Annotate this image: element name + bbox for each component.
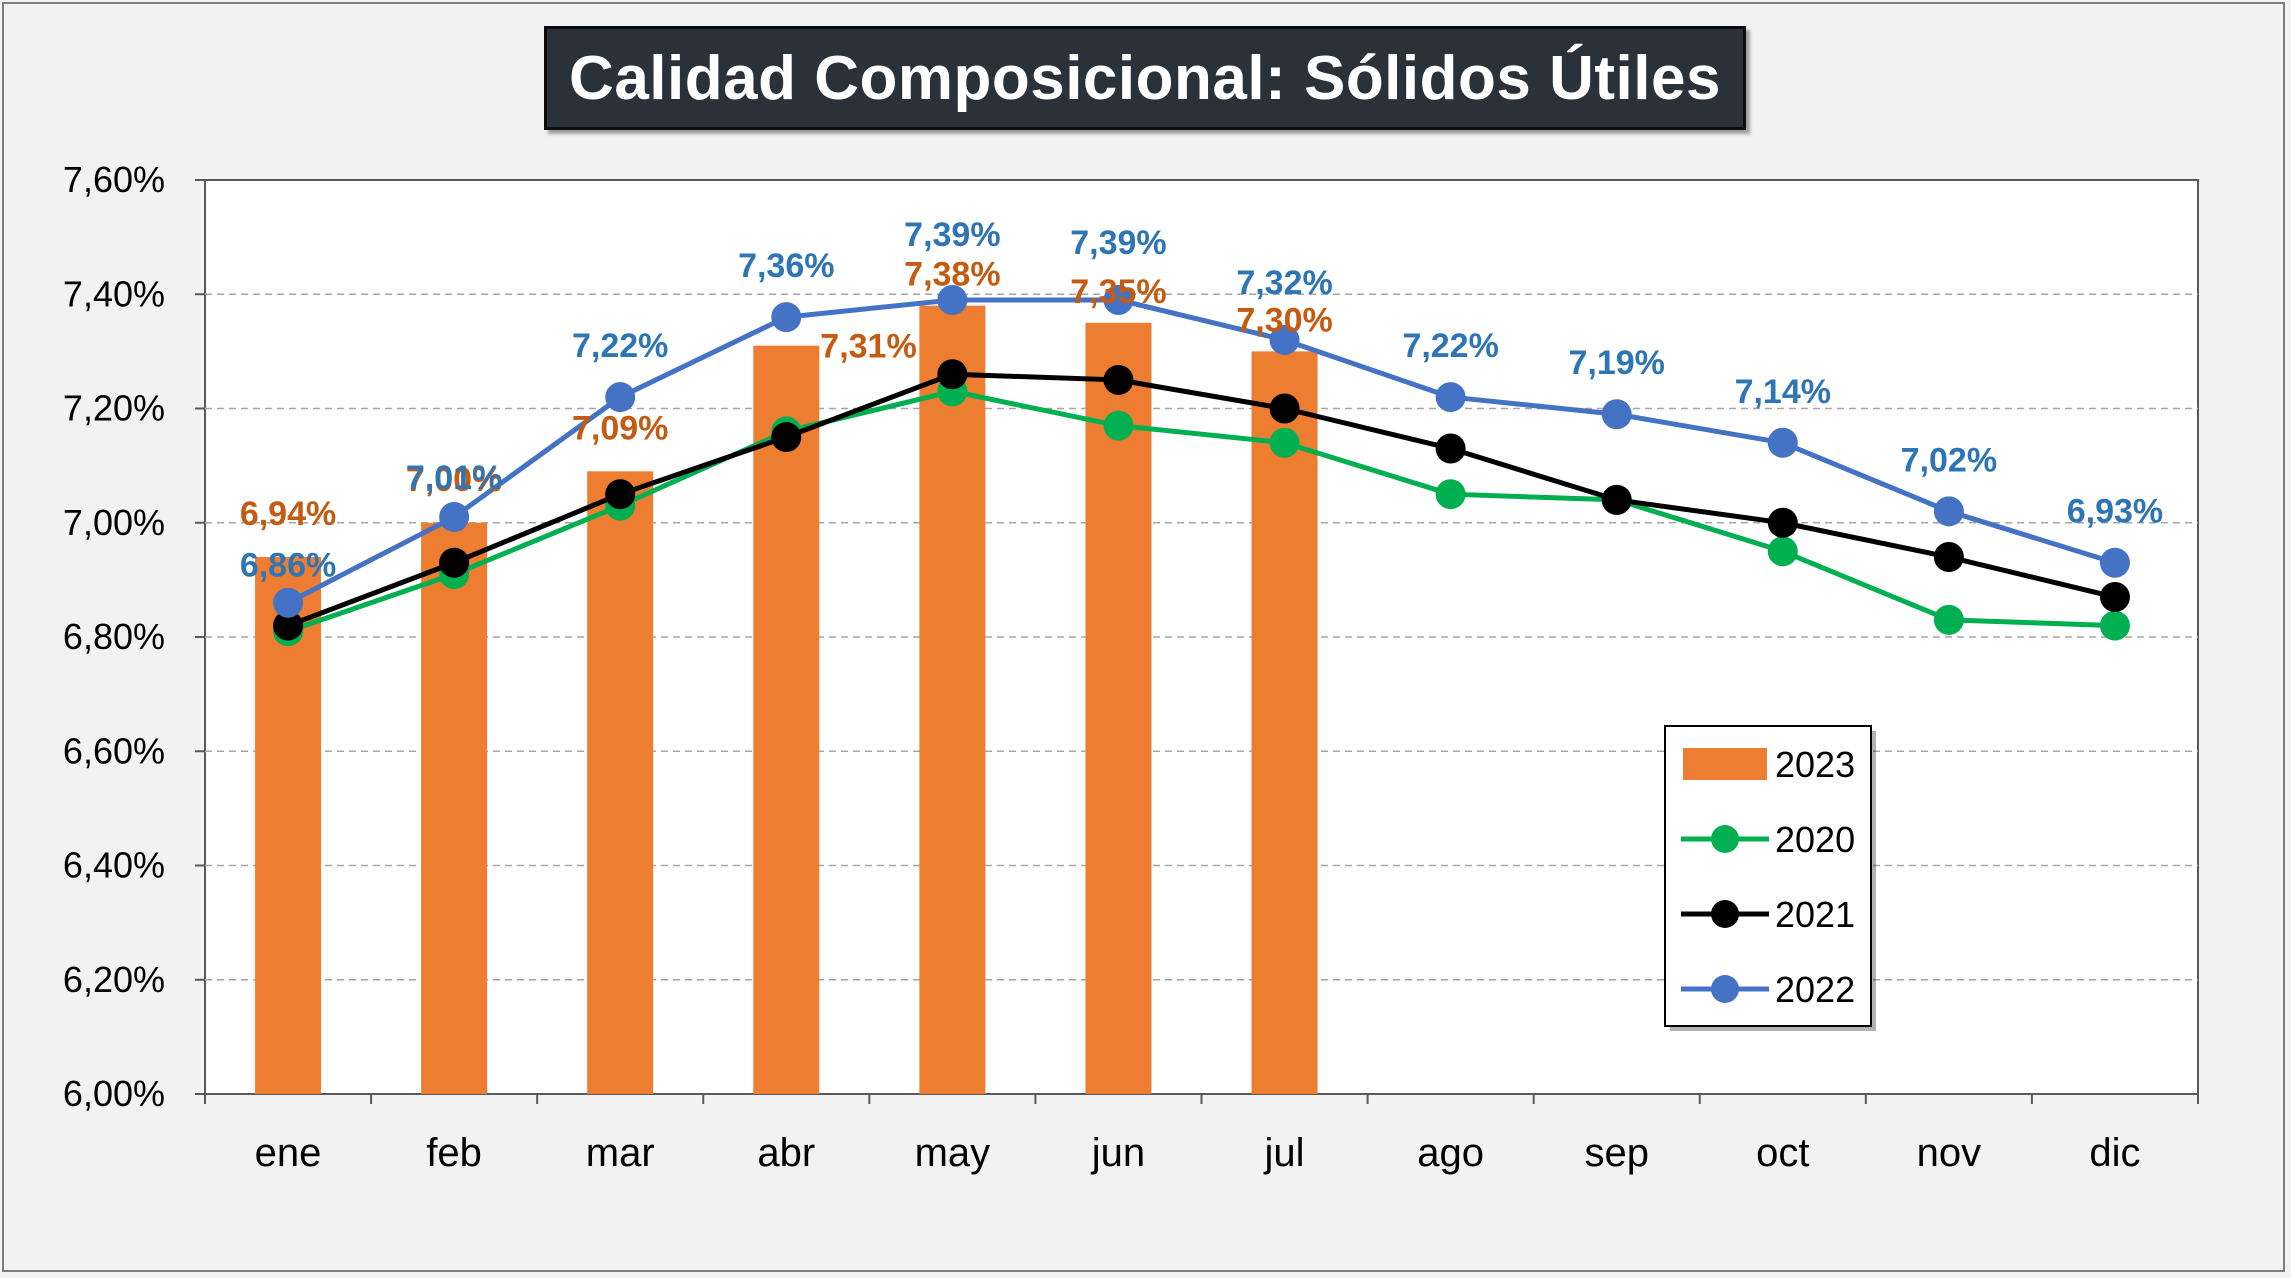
x-tick-label: jun <box>1091 1131 1145 1175</box>
point-2022-nov <box>1933 496 1964 527</box>
x-tick-label: sep <box>1584 1131 1649 1175</box>
data-label-2023-jul: 7,30% <box>1236 301 1332 339</box>
point-2022-feb <box>439 502 470 533</box>
bar-2023-jun <box>1085 322 1152 1094</box>
point-2022-jun <box>1103 284 1134 315</box>
x-tick-label: feb <box>426 1131 482 1175</box>
point-2021-ene <box>273 610 304 641</box>
data-label-2022-jun: 7,39% <box>1070 224 1166 262</box>
x-tick-label: oct <box>1756 1131 1809 1175</box>
point-2021-ago <box>1435 433 1466 464</box>
point-2022-may <box>937 284 968 315</box>
legend-marker-2020 <box>1711 825 1739 853</box>
data-label-2022-mar: 7,22% <box>572 327 668 365</box>
line-2020 <box>287 388 2116 634</box>
data-label-2023-abr: 7,31% <box>820 328 916 366</box>
point-2021-oct <box>1767 507 1798 538</box>
point-2022-sep <box>1601 399 1632 430</box>
point-2021-mar <box>605 479 636 510</box>
point-2020-dic <box>2099 610 2130 641</box>
legend-label-2021: 2021 <box>1775 894 1855 935</box>
point-2020-oct <box>1767 536 1798 567</box>
y-tick-label: 7,00% <box>63 502 165 543</box>
legend-marker-2021 <box>1711 900 1739 928</box>
point-2022-oct <box>1767 427 1798 458</box>
x-tick-label: ago <box>1417 1131 1484 1175</box>
x-tick-label: nov <box>1917 1131 1982 1175</box>
legend-label-2023: 2023 <box>1775 744 1855 785</box>
x-tick-label: ene <box>255 1131 322 1175</box>
point-2022-ago <box>1435 382 1466 413</box>
point-2022-mar <box>605 382 636 413</box>
legend-label-2020: 2020 <box>1775 819 1855 860</box>
data-label-2022-feb: 7,01% <box>406 459 502 497</box>
x-tick-label: mar <box>586 1131 655 1175</box>
point-2021-sep <box>1601 484 1632 515</box>
point-2021-abr <box>771 422 802 453</box>
point-2021-jul <box>1269 393 1300 424</box>
legend-swatch-2023 <box>1683 748 1767 780</box>
y-tick-label: 7,40% <box>63 273 165 314</box>
point-2020-jul <box>1269 427 1300 458</box>
data-label-2022-may: 7,39% <box>904 216 1000 254</box>
point-2021-nov <box>1933 542 1964 573</box>
data-label-2023-ene: 6,94% <box>240 495 336 533</box>
bar-2023-may <box>919 305 986 1094</box>
point-2020-ago <box>1435 479 1466 510</box>
x-tick-label: dic <box>2089 1131 2140 1175</box>
line-2022 <box>286 297 2116 605</box>
bar-2023-ene <box>255 557 322 1094</box>
y-tick-label: 6,80% <box>63 616 165 657</box>
x-tick-label: abr <box>757 1131 815 1175</box>
data-label-2023-may: 7,38% <box>904 256 1000 294</box>
point-2022-jul <box>1269 324 1300 355</box>
data-label-2022-jul: 7,32% <box>1236 264 1332 302</box>
point-2022-ene <box>273 587 304 618</box>
bar-2023-abr <box>753 345 820 1095</box>
data-label-2023-feb: 7,00% <box>406 461 502 499</box>
data-label-2022-nov: 7,02% <box>1901 441 1997 479</box>
data-label-2023-mar: 7,09% <box>572 409 668 447</box>
y-tick-label: 6,60% <box>63 730 165 771</box>
y-tick-label: 6,20% <box>63 959 165 1000</box>
point-2021-dic <box>2099 582 2130 613</box>
line-2021 <box>287 371 2116 628</box>
point-2020-nov <box>1933 604 1964 635</box>
data-label-2022-dic: 6,93% <box>2067 493 2163 531</box>
y-tick-label: 7,60% <box>63 159 165 200</box>
y-tick-label: 6,00% <box>63 1073 165 1114</box>
point-2020-jun <box>1103 410 1134 441</box>
point-2021-may <box>937 359 968 390</box>
y-tick-label: 6,40% <box>63 845 165 886</box>
bar-2023-feb <box>421 522 488 1094</box>
point-2021-feb <box>439 547 470 578</box>
point-2021-jun <box>1103 364 1134 395</box>
data-label-2022-ago: 7,22% <box>1402 327 1498 365</box>
data-label-2022-abr: 7,36% <box>738 247 834 285</box>
chart-title-box: Calidad Composicional: Sólidos Útiles <box>544 26 1746 130</box>
x-tick-label: jul <box>1264 1131 1305 1175</box>
chart-title: Calidad Composicional: Sólidos Útiles <box>569 43 1721 113</box>
point-2022-abr <box>771 302 802 333</box>
data-label-2023-jun: 7,35% <box>1070 273 1166 311</box>
bar-2023-jul <box>1251 351 1318 1094</box>
bar-2023-mar <box>587 471 654 1094</box>
data-label-2022-sep: 7,19% <box>1569 344 1665 382</box>
x-tick-label: may <box>915 1131 991 1175</box>
legend-marker-2022 <box>1711 975 1739 1003</box>
point-2022-dic <box>2099 547 2130 578</box>
data-label-2022-oct: 7,14% <box>1735 373 1831 411</box>
y-tick-label: 7,20% <box>63 388 165 429</box>
legend-label-2022: 2022 <box>1775 969 1855 1010</box>
data-label-2022-ene: 6,86% <box>240 547 336 585</box>
